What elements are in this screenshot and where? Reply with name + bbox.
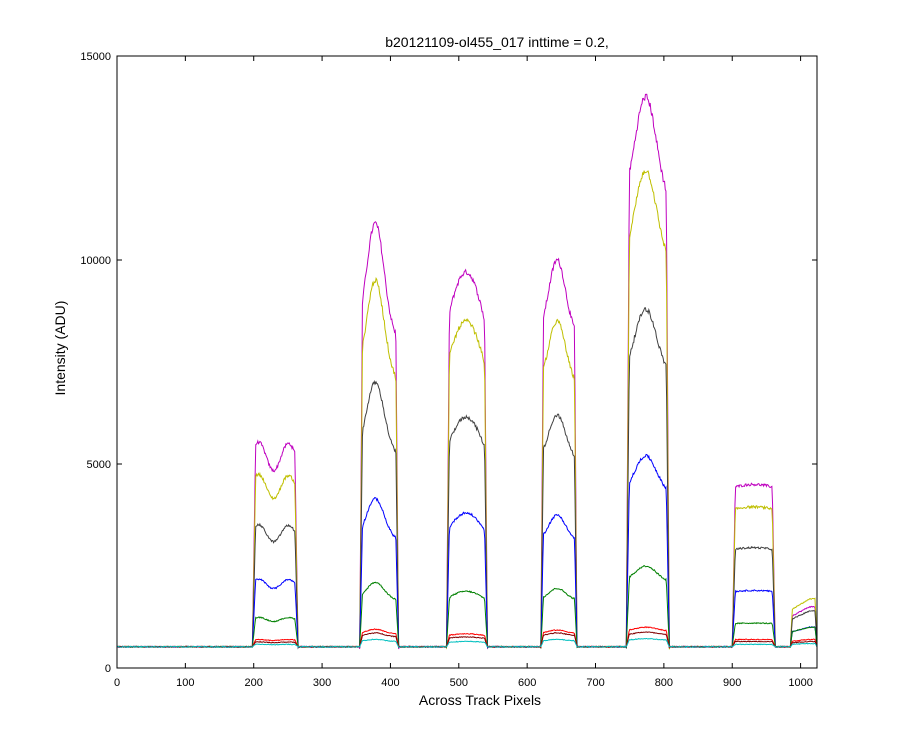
y-ticks: 0 5000 10000 15000 — [80, 51, 817, 675]
x-tick-label: 200 — [245, 677, 263, 689]
x-tick-label: 800 — [655, 677, 673, 689]
plot-area — [117, 56, 817, 668]
x-tick-label: 600 — [518, 677, 536, 689]
y-tick-label: 5000 — [87, 459, 111, 471]
series-group — [116, 93, 818, 650]
chart-title: b20121109-ol455_017 inttime = 0.2, — [385, 34, 609, 50]
x-tick-label: 0 — [114, 677, 120, 689]
axes-box — [116, 55, 818, 669]
x-tick-label: 700 — [586, 677, 604, 689]
x-tick-label: 900 — [723, 677, 741, 689]
x-tick-label: 500 — [450, 677, 468, 689]
x-tick-label: 1000 — [788, 677, 812, 689]
x-ticks: 0 100 200 300 400 500 600 700 800 900 1000 — [114, 56, 813, 689]
y-axis-label: Intensity (ADU) — [52, 301, 68, 396]
x-tick-label: 100 — [176, 677, 194, 689]
x-tick-label: 300 — [313, 677, 331, 689]
x-axis-label: Across Track Pixels — [419, 692, 541, 708]
y-tick-label: 0 — [105, 663, 111, 675]
y-tick-label: 15000 — [80, 51, 111, 63]
x-tick-label: 400 — [381, 677, 399, 689]
y-tick-label: 10000 — [80, 255, 111, 267]
series-line — [116, 637, 818, 649]
